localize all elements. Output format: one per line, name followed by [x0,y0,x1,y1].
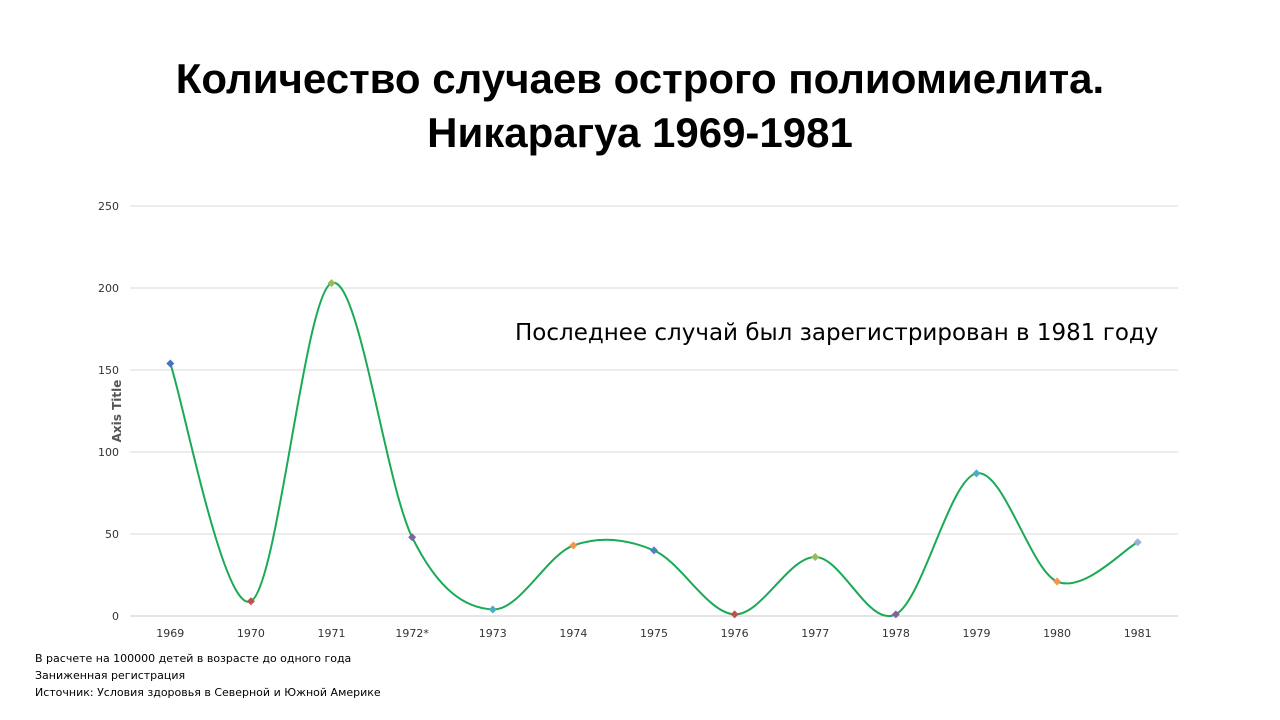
y-tick-label: 250 [98,200,119,213]
data-point-marker [488,605,497,614]
y-tick-label: 0 [112,610,119,623]
slide-title: Количество случаев острого полиомиелита.… [0,52,1280,160]
data-point-marker [811,552,820,561]
data-point-marker [730,610,739,619]
y-tick-label: 100 [98,446,119,459]
x-tick-label: 1980 [1043,627,1071,640]
data-point-marker [1133,538,1142,547]
x-tick-label: 1976 [721,627,749,640]
x-tick-label: 1977 [801,627,829,640]
data-point-marker [972,469,981,478]
x-tick-label: 1971 [318,627,346,640]
data-point-marker [891,610,900,619]
series-line [169,282,1139,618]
x-tick-label: 1978 [882,627,910,640]
footnote-1: В расчете на 100000 детей в возрасте до … [35,652,352,665]
data-point-marker [569,541,578,550]
x-tick-label: 1973 [479,627,507,640]
chart-annotation: Последнее случай был зарегистрирован в 1… [515,320,1159,346]
footnotes: В расчете на 100000 детей в возрасте до … [35,650,381,701]
footnote-3: Источник: Условия здоровья в Северной и … [35,686,381,699]
y-tick-label: 150 [98,364,119,377]
data-point-marker [408,533,417,542]
data-point-marker [166,359,175,368]
x-tick-label: 1981 [1124,627,1152,640]
x-tick-label: 1974 [559,627,587,640]
y-axis-title: Axis Title [110,380,124,443]
x-tick-label: 1979 [962,627,990,640]
footnote-2: Заниженная регистрация [35,669,186,682]
y-tick-label: 50 [105,528,119,541]
data-point-marker [246,597,255,606]
x-tick-label: 1969 [156,627,184,640]
data-point-marker [650,546,658,555]
y-tick-label: 200 [98,282,119,295]
title-line-1: Количество случаев острого полиомиелита. [175,55,1105,102]
data-point-marker [327,279,336,288]
title-line-2: Никарагуа 1969-1981 [427,109,853,156]
x-tick-label: 1975 [640,627,668,640]
data-point-marker [1053,577,1062,586]
x-tick-label: 1970 [237,627,265,640]
x-tick-label: 1972* [395,627,429,640]
